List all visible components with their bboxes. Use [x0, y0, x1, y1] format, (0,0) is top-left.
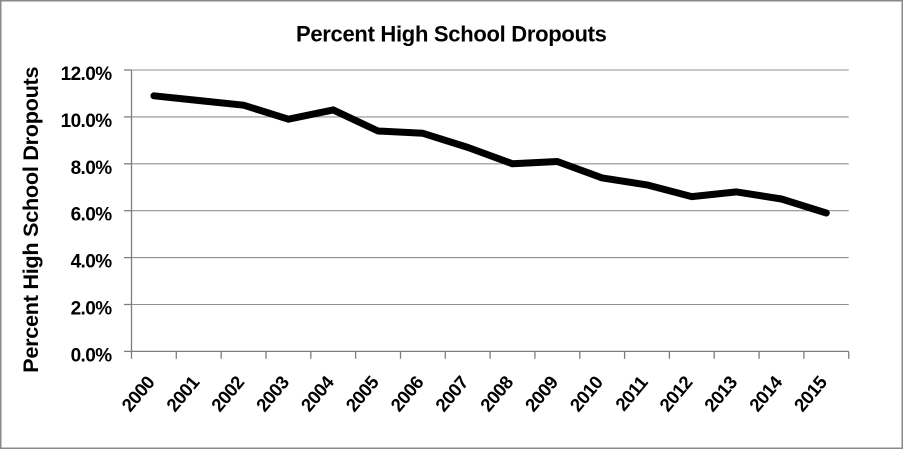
svg-text:4.0%: 4.0%: [71, 252, 113, 273]
svg-text:2.0%: 2.0%: [71, 299, 113, 320]
svg-text:12.0%: 12.0%: [61, 64, 113, 85]
svg-text:6.0%: 6.0%: [71, 205, 113, 226]
svg-text:10.0%: 10.0%: [61, 111, 113, 132]
svg-text:0.0%: 0.0%: [71, 345, 113, 366]
svg-text:8.0%: 8.0%: [71, 158, 113, 179]
svg-text:Percent High School Dropouts: Percent High School Dropouts: [18, 67, 43, 373]
svg-text:Percent High School Dropouts: Percent High School Dropouts: [296, 22, 607, 47]
